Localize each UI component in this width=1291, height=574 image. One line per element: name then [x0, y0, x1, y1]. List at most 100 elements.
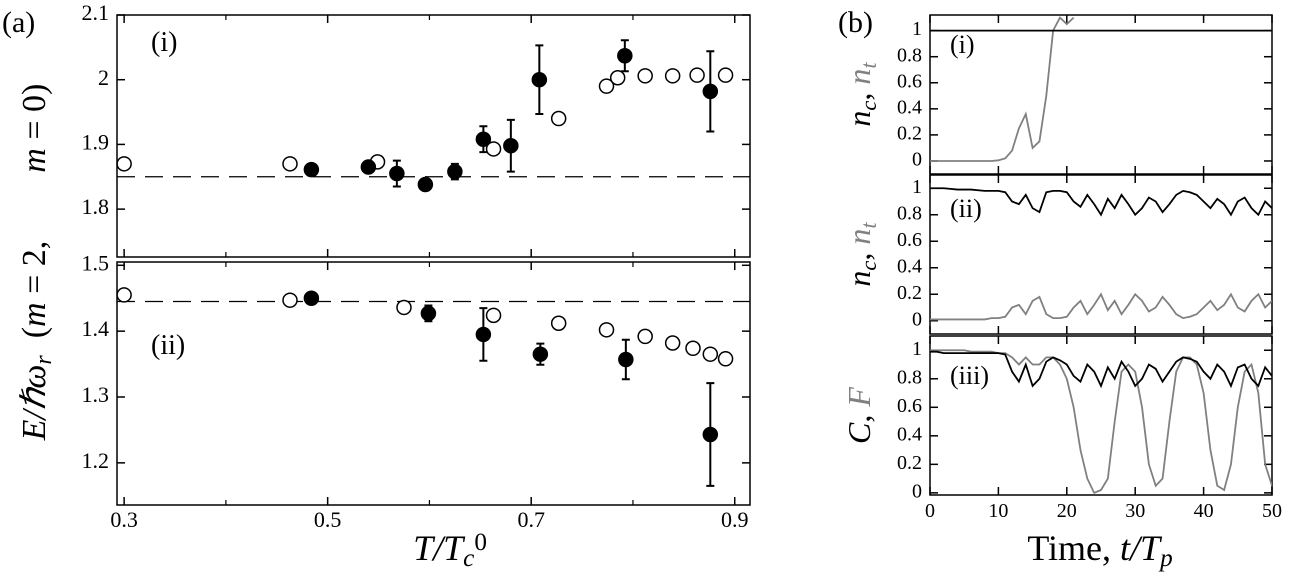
y-tick-label: 1: [912, 338, 922, 360]
y-tick-label: 1.3: [82, 382, 110, 407]
open-marker: [598, 78, 615, 94]
open-marker: [282, 156, 298, 172]
y-tick-label: 0.2: [897, 122, 922, 144]
y-tick-label: 1: [912, 176, 922, 198]
filled-marker: [702, 83, 719, 100]
label-part: n: [841, 111, 877, 127]
y-tick-label: 1.9: [82, 129, 110, 154]
open-marker: [396, 299, 412, 316]
label-part: n: [841, 69, 877, 85]
label-part: m: [16, 148, 53, 173]
filled-marker: [417, 176, 434, 193]
series-line: [930, 187, 1272, 217]
open-marker: [717, 351, 734, 367]
label-part: c: [856, 261, 881, 271]
label-part: c: [856, 101, 881, 111]
series-line: [930, 16, 1075, 162]
subplot-label: (i): [151, 27, 177, 58]
filled-marker: [532, 346, 549, 362]
y-tick-label: 0.8: [897, 202, 922, 224]
y-tick-label: 0.6: [897, 395, 922, 417]
open-marker: [689, 67, 705, 83]
x-tick-label: 50: [1262, 500, 1282, 522]
y-tick-label: 0.2: [897, 452, 922, 474]
filled-marker: [702, 426, 719, 443]
subplot-label: (ii): [151, 330, 185, 361]
filled-marker: [617, 48, 633, 64]
plot-lines: [930, 16, 1272, 162]
open-marker: [702, 346, 719, 362]
y-axis-label: C, F: [841, 387, 877, 444]
x-tick-label: 10: [988, 500, 1008, 522]
label-part: p: [1158, 545, 1173, 572]
label-part: F: [841, 387, 877, 408]
label-part: = 0): [16, 84, 53, 149]
open-marker: [485, 141, 502, 157]
open-marker: [485, 307, 502, 324]
x-tick-label: 0.5: [314, 507, 342, 532]
open-marker: [282, 292, 298, 308]
filled-marker: [389, 165, 405, 182]
subplot-label: (i): [950, 30, 975, 59]
y-axis-label: nc, nt: [841, 62, 881, 127]
filled-marker: [475, 326, 492, 343]
subplot-label: (iii): [950, 361, 989, 390]
y-tick-label: 1.8: [82, 194, 110, 219]
y-tick-label: 1.4: [82, 316, 110, 341]
y-tick-label: 1: [912, 18, 922, 40]
label-part: r: [31, 355, 57, 365]
open-marker: [717, 67, 734, 83]
open-marker: [664, 335, 681, 351]
filled-marker: [303, 290, 320, 306]
label-part: C: [841, 422, 877, 444]
x-tick-label: 0.9: [721, 507, 749, 532]
label-part: t: [856, 62, 881, 69]
y-tick-label: 1.2: [82, 448, 110, 473]
y-tick-label: 0.2: [897, 282, 922, 304]
label-part: ,: [841, 245, 877, 261]
subplot-label: (ii): [950, 194, 982, 223]
open-marker: [598, 322, 615, 338]
label-part: 0: [474, 529, 487, 556]
label-part: (: [16, 327, 53, 355]
open-marker: [664, 68, 681, 84]
x-tick-label: 20: [1057, 500, 1077, 522]
y-tick-label: 0.8: [897, 44, 922, 66]
y-axis-label: E/ℏωr (m = 2, m = 0): [16, 84, 57, 442]
series-line: [930, 350, 1272, 389]
label-part: t: [856, 222, 881, 229]
label-part: c: [463, 545, 474, 572]
plot-lines: [930, 187, 1272, 321]
x-tick-label: 0.7: [517, 507, 545, 532]
label-part: n: [841, 271, 877, 287]
plot-lines: [930, 349, 1272, 495]
label-part: Time,: [1027, 528, 1120, 568]
open-marker: [685, 340, 701, 357]
filled-marker: [447, 163, 463, 180]
x-tick-label: 40: [1194, 500, 1214, 522]
label-part: n: [841, 229, 877, 245]
filled-marker: [618, 351, 634, 368]
y-axis-label: nc, nt: [841, 222, 881, 287]
plot-frame: [116, 14, 751, 258]
filled-marker: [531, 71, 548, 88]
open-marker: [637, 68, 653, 84]
x-axis-label: T/Tc0: [413, 528, 487, 572]
y-tick-label: 0.4: [897, 96, 922, 118]
label-part: = 2,: [16, 173, 53, 303]
panel-label: (b): [838, 6, 873, 39]
plot-frame: [929, 174, 1273, 335]
y-tick-label: 0: [912, 308, 922, 330]
panel-label: (a): [2, 6, 35, 39]
plot-frame: [929, 14, 1273, 175]
y-tick-label: 2.1: [82, 0, 110, 25]
open-marker: [550, 110, 567, 127]
series-line: [930, 292, 1272, 321]
y-tick-label: 0: [912, 480, 922, 502]
open-marker: [637, 328, 653, 345]
open-marker: [116, 287, 132, 303]
y-tick-label: 1.5: [82, 250, 110, 275]
y-tick-label: 0.6: [897, 229, 922, 251]
filled-marker: [503, 137, 519, 154]
